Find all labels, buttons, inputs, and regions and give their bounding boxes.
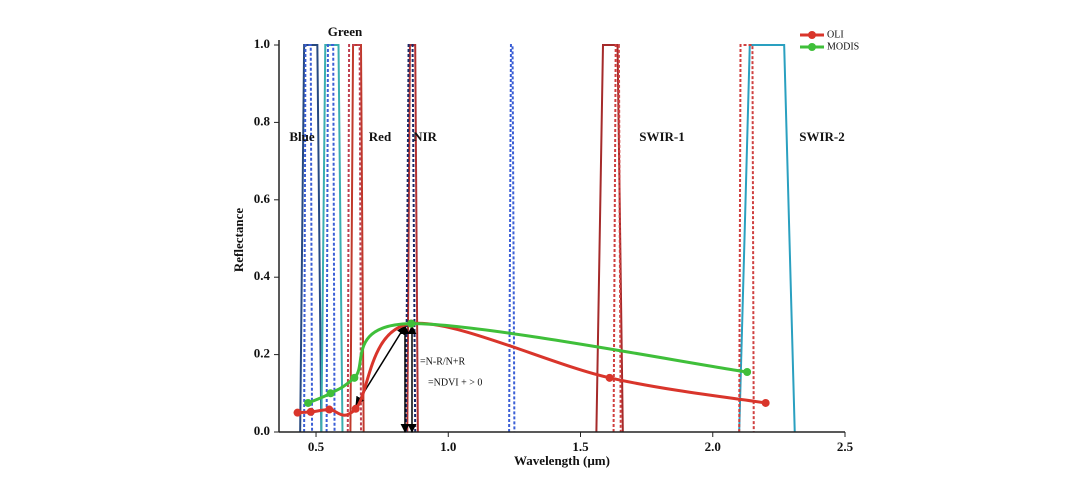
series-marker xyxy=(407,319,416,328)
y-tick-label: 0.2 xyxy=(254,346,270,361)
annotation: =N-R/N+R xyxy=(420,356,466,367)
response-curve xyxy=(325,44,336,433)
x-axis-label: Wavelength (µm) xyxy=(514,453,610,468)
response-curve xyxy=(595,44,624,433)
band-label: Green xyxy=(328,24,363,39)
band-label: SWIR-1 xyxy=(639,129,685,144)
x-tick-label: 2.0 xyxy=(705,439,721,454)
y-tick-label: 1.0 xyxy=(254,36,270,51)
response-curve xyxy=(738,44,796,433)
legend-label: MODIS xyxy=(827,41,859,52)
series-marker xyxy=(293,408,302,417)
series-marker xyxy=(326,389,335,398)
x-tick-label: 1.5 xyxy=(572,439,589,454)
series-marker xyxy=(351,404,360,413)
response-curve xyxy=(738,44,755,433)
band-label: SWIR-2 xyxy=(799,129,845,144)
annotation: =NDVI + > 0 xyxy=(428,377,482,388)
series-marker xyxy=(743,368,752,377)
y-tick-label: 0.4 xyxy=(254,268,271,283)
x-tick-label: 2.5 xyxy=(837,439,854,454)
series-marker xyxy=(605,373,614,382)
response-curve xyxy=(508,44,516,433)
y-axis-label: Reflectance xyxy=(231,208,246,272)
series-marker xyxy=(306,407,315,416)
response-curve xyxy=(349,44,365,433)
series-marker xyxy=(761,398,770,407)
response-curve xyxy=(303,44,314,433)
x-tick-label: 0.5 xyxy=(308,439,325,454)
series-marker xyxy=(350,373,359,382)
band-label: Blue xyxy=(289,129,315,144)
legend-label: OLI xyxy=(827,29,844,40)
response-curve xyxy=(346,44,362,433)
band-label: Red xyxy=(369,129,392,144)
x-tick-label: 1.0 xyxy=(440,439,456,454)
y-tick-label: 0.8 xyxy=(254,113,271,128)
series-marker xyxy=(304,398,313,407)
legend-marker xyxy=(808,43,816,51)
band-label: NIR xyxy=(413,129,437,144)
y-tick-label: 0.6 xyxy=(254,191,271,206)
response-curve xyxy=(320,44,344,433)
legend-marker xyxy=(808,31,816,39)
y-tick-label: 0.0 xyxy=(254,423,270,438)
series-marker xyxy=(325,405,334,414)
